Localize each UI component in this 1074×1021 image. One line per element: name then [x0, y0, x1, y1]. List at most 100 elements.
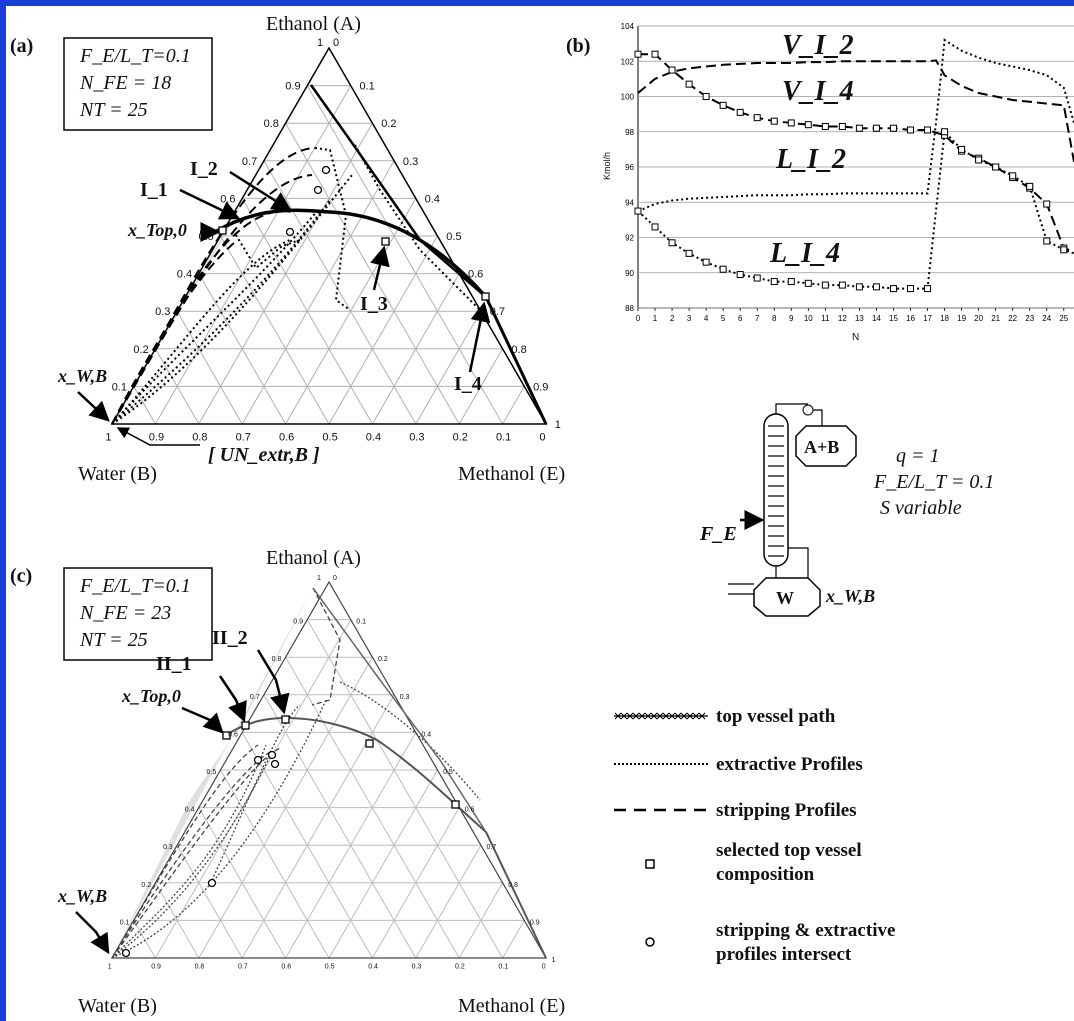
tick-label: 0.9 — [293, 619, 303, 626]
series-point — [872, 283, 880, 291]
y-tick-label: 100 — [621, 93, 635, 102]
tick-label: 0.2 — [133, 344, 148, 356]
legend-x-marks — [614, 712, 706, 720]
x-tick-label: 24 — [1042, 314, 1051, 323]
tick-label: 0.7 — [487, 844, 497, 851]
legend-x-mark — [680, 712, 688, 720]
series-point — [821, 122, 829, 130]
x-tick-label: 20 — [974, 314, 983, 323]
x-tick-label: 8 — [772, 314, 777, 323]
y-tick-label: 92 — [625, 234, 634, 243]
panel-b-letter: (b) — [566, 35, 590, 57]
series-point — [889, 124, 897, 132]
series-point — [634, 207, 642, 215]
tick-label: 0.7 — [238, 964, 248, 971]
grid-line — [176, 844, 243, 959]
grid-line — [458, 882, 504, 959]
arrow — [181, 706, 224, 734]
panel-a-extractive-profiles — [111, 144, 481, 425]
panel-a-box-line: F_E/L_T=0.1 — [79, 45, 191, 67]
legend-label: stripping & extractive profiles intersect — [716, 920, 895, 965]
panel-a-vertex-left: Water (B) — [78, 463, 157, 485]
tick-label: 0.8 — [264, 118, 279, 130]
legend-item-stripping: stripping Profiles — [614, 800, 857, 821]
tick-label: 0 — [333, 575, 337, 582]
legend-x-mark — [614, 712, 622, 720]
panel-a-boundary-line — [309, 84, 487, 298]
series-point — [1043, 200, 1051, 208]
tick-label: 0.2 — [453, 432, 468, 444]
tick-label: 0.8 — [195, 964, 205, 971]
tick-label: 0.4 — [177, 269, 192, 281]
extractive-profile — [211, 704, 301, 881]
arrow — [468, 301, 491, 373]
x-tick-label: 15 — [889, 314, 898, 323]
panel-b-ylabel: Kmol/h — [602, 152, 612, 180]
legend-swatch — [645, 937, 655, 947]
intersect-circle — [313, 185, 323, 195]
series-point — [736, 271, 744, 279]
legend-x-mark — [668, 712, 676, 720]
tick-label: 0.8 — [511, 344, 526, 356]
tick-label: 0.9 — [151, 964, 161, 971]
column-piping — [775, 403, 823, 578]
extractive-profile — [111, 699, 327, 959]
x-tick-label: 7 — [755, 314, 760, 323]
panel-c-vertex-top: Ethanol (A) — [266, 547, 361, 569]
q-label: q = 1 — [896, 445, 940, 467]
panel-a-letter: (a) — [10, 35, 33, 57]
panel-a-vertex-top: Ethanol (A) — [266, 13, 361, 35]
grid-line — [154, 348, 200, 425]
panel-a-unstable-node: [ UN_extr,B ] — [208, 444, 320, 466]
grid-line — [198, 807, 287, 959]
arrow — [218, 675, 247, 723]
series-point — [753, 274, 761, 282]
tick-label: 0.7 — [490, 306, 505, 318]
series-point — [651, 223, 659, 231]
tick-label: 0.7 — [250, 694, 260, 701]
legend-x-mark — [650, 712, 658, 720]
x-tick-label: 12 — [838, 314, 847, 323]
tick-label: 0.1 — [112, 381, 127, 393]
panel-c-letter: (c) — [10, 565, 32, 587]
tick-label: 0.7 — [242, 156, 257, 168]
extractive-profile — [111, 239, 291, 425]
x-tick-label: 14 — [872, 314, 881, 323]
tick-label: 0.3 — [409, 432, 424, 444]
tick-label: 0.8 — [272, 656, 282, 663]
tick-label: 0 — [333, 37, 339, 49]
arrow — [229, 170, 293, 212]
series-point — [1009, 172, 1017, 180]
grid-line — [306, 619, 504, 959]
tick-label: 0.8 — [192, 432, 207, 444]
grid-line — [371, 807, 460, 959]
panel-c-box-line: N_FE = 23 — [79, 602, 171, 624]
panel-a-arrows — [77, 170, 491, 422]
tick-label: 0.5 — [322, 432, 337, 444]
top-vessel-square — [218, 226, 227, 235]
x-tick-label: 21 — [991, 314, 1000, 323]
series-point — [992, 163, 1000, 171]
arrow — [179, 188, 241, 220]
top-vessel-square — [365, 739, 374, 748]
series-point — [719, 265, 727, 273]
legend-x-mark — [656, 712, 664, 720]
y-tick-label: 102 — [621, 57, 635, 66]
tick-label: 0.9 — [533, 381, 548, 393]
panel-a-box-line: N_FE = 18 — [79, 72, 171, 94]
tick-label: 0.3 — [163, 844, 173, 851]
intersect-circle — [270, 759, 280, 769]
x-tick-label: 23 — [1025, 314, 1034, 323]
legend-label: top vessel path — [716, 706, 836, 727]
legend-label: extractive Profiles — [716, 754, 863, 775]
tick-label: 0.6 — [468, 269, 483, 281]
series-point — [753, 114, 761, 122]
series-point — [941, 128, 949, 136]
grid-line — [133, 386, 156, 425]
intersect-circle — [207, 878, 217, 888]
arrow — [75, 911, 110, 955]
series-point — [787, 278, 795, 286]
x-tick-label: 9 — [789, 314, 794, 323]
